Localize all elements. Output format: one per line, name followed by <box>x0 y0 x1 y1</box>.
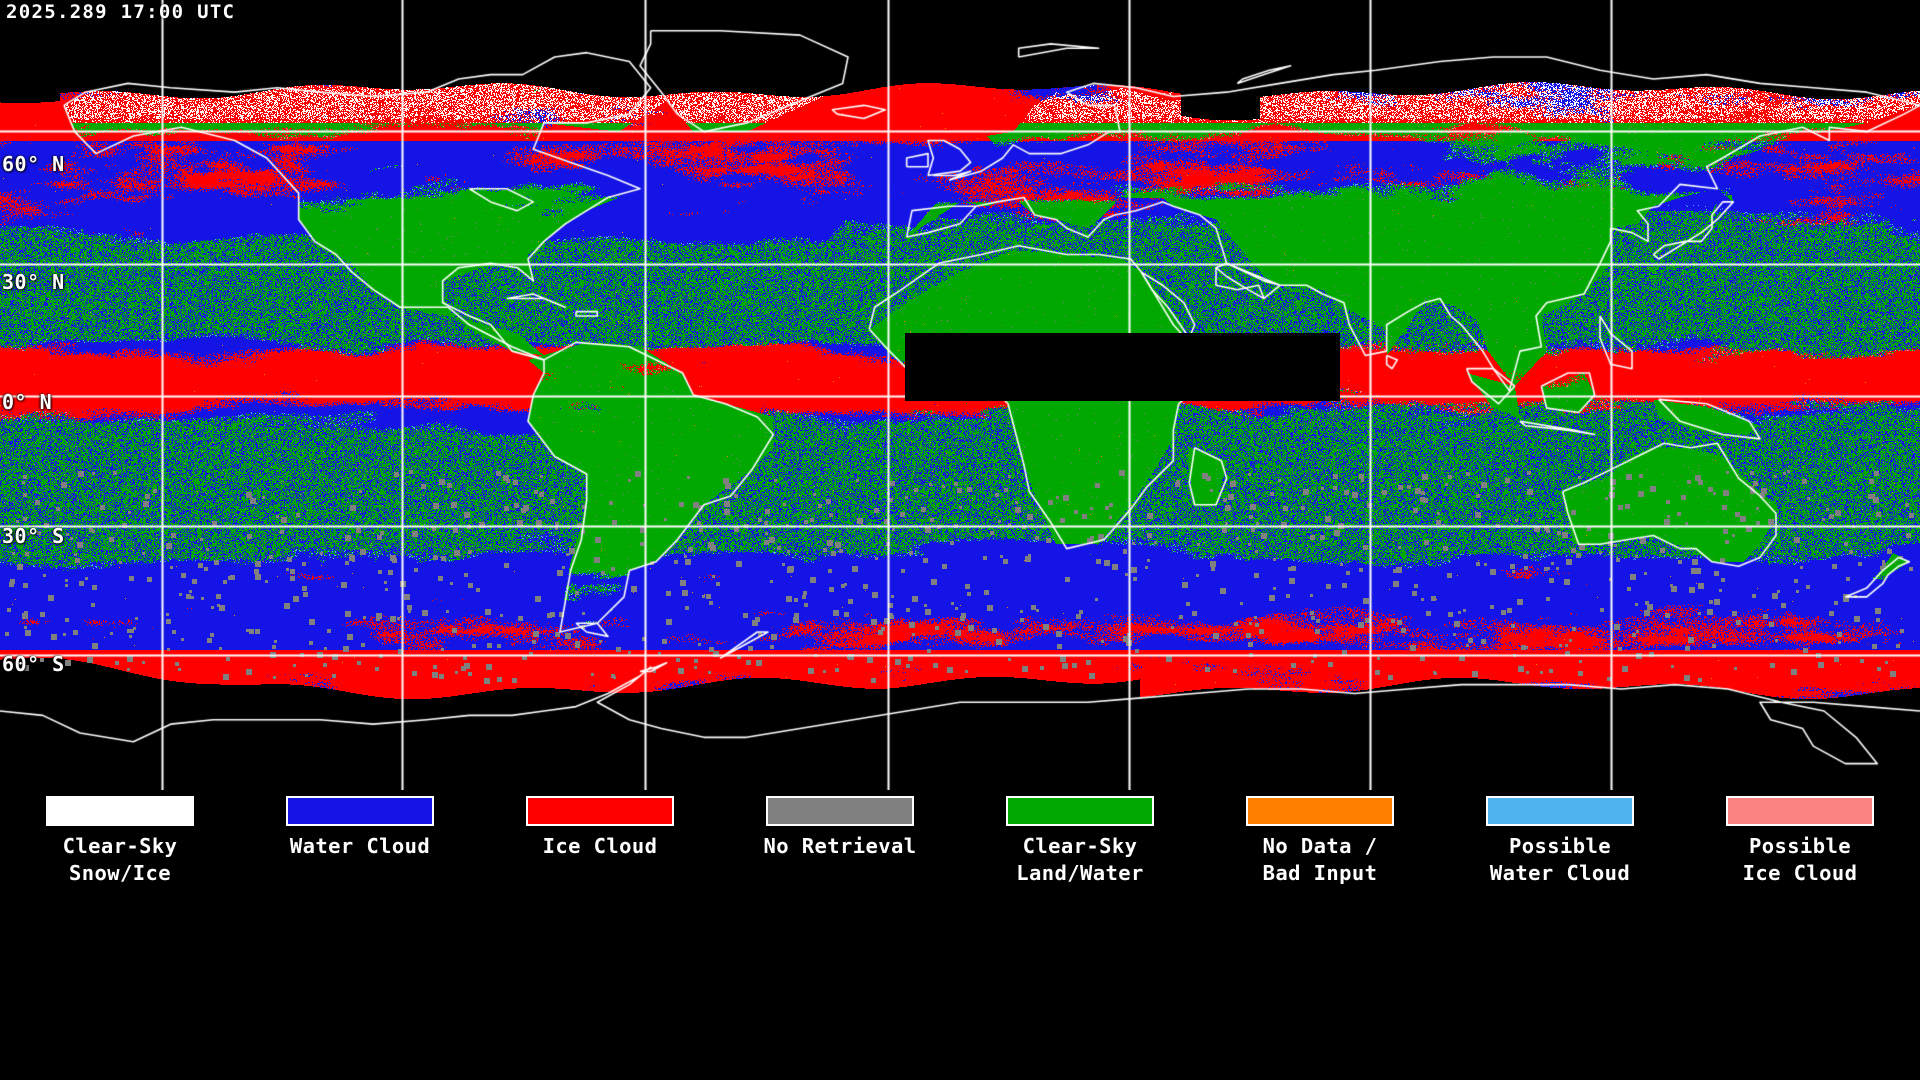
legend-label-possible-ice-cloud: Possible Ice Cloud <box>1742 834 1858 885</box>
legend-item-possible-water-cloud[interactable]: Possible Water Cloud <box>1444 796 1676 887</box>
latitude-label-0n: 0° N <box>2 390 53 414</box>
legend-item-clear-sky-snow-ice[interactable]: Clear-Sky Snow/Ice <box>4 796 236 887</box>
legend-item-possible-ice-cloud[interactable]: Possible Ice Cloud <box>1684 796 1916 887</box>
legend-panel: Clear-Sky Snow/Ice Water Cloud Ice Cloud No… <box>0 790 1920 1080</box>
no-data-mask-rectangle <box>905 333 1340 401</box>
legend-item-water-cloud[interactable]: Water Cloud <box>244 796 476 860</box>
legend-item-ice-cloud[interactable]: Ice Cloud <box>484 796 716 860</box>
latitude-label-30n: 30° N <box>2 270 65 294</box>
legend-label-clear-sky-land-water: Clear-Sky Land/Water <box>1016 834 1144 885</box>
legend-item-no-data-bad-input[interactable]: No Data / Bad Input <box>1204 796 1436 887</box>
global-map-panel[interactable]: 2025.289 17:00 UTC 60° N 30° N 0° N 30° … <box>0 0 1920 790</box>
legend-swatch-clear-sky-land-water <box>1006 796 1154 826</box>
timestamp-label: 2025.289 17:00 UTC <box>6 1 236 23</box>
latitude-label-30s: 30° S <box>2 524 65 548</box>
legend-label-water-cloud: Water Cloud <box>289 834 431 858</box>
legend-swatch-possible-water-cloud <box>1486 796 1634 826</box>
latitude-label-60s: 60° S <box>2 652 65 676</box>
legend-item-clear-sky-land-water[interactable]: Clear-Sky Land/Water <box>964 796 1196 887</box>
legend-swatch-no-data-bad-input <box>1246 796 1394 826</box>
legend-label-ice-cloud: Ice Cloud <box>542 834 658 858</box>
legend-items-container: Clear-Sky Snow/Ice Water Cloud Ice Cloud No… <box>0 790 1920 1080</box>
legend-swatch-ice-cloud <box>526 796 674 826</box>
legend-label-no-retrieval: No Retrieval <box>763 834 917 858</box>
legend-item-no-retrieval[interactable]: No Retrieval <box>724 796 956 860</box>
legend-swatch-water-cloud <box>286 796 434 826</box>
legend-swatch-possible-ice-cloud <box>1726 796 1874 826</box>
legend-swatch-no-retrieval <box>766 796 914 826</box>
legend-label-no-data-bad-input: No Data / Bad Input <box>1262 834 1378 885</box>
legend-label-possible-water-cloud: Possible Water Cloud <box>1489 834 1631 885</box>
legend-swatch-clear-sky-snow-ice <box>46 796 194 826</box>
legend-label-clear-sky-snow-ice: Clear-Sky Snow/Ice <box>62 834 178 885</box>
latitude-label-60n: 60° N <box>2 152 65 176</box>
